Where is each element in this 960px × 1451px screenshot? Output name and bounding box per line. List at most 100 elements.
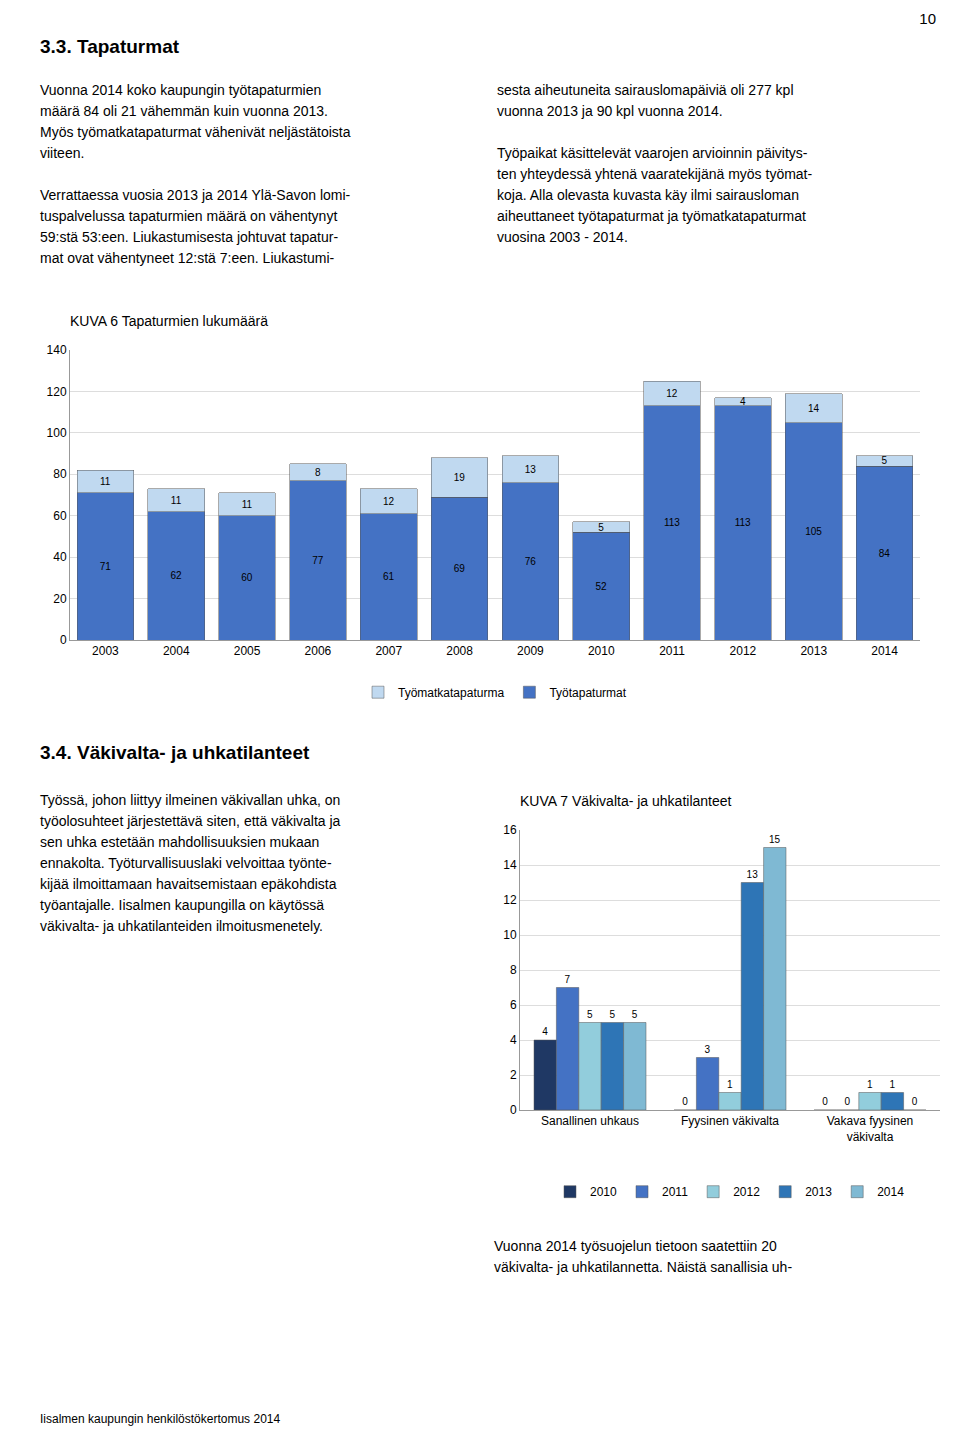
svg-text:0: 0 — [60, 633, 67, 647]
svg-text:2010: 2010 — [590, 1185, 617, 1199]
svg-text:1: 1 — [867, 1079, 873, 1090]
svg-text:Työmatkatapaturma: Työmatkatapaturma — [398, 686, 504, 700]
html-text:viiteen.: viiteen. — [40, 145, 85, 161]
svg-text:4: 4 — [510, 1033, 517, 1047]
svg-text:2004: 2004 — [163, 644, 190, 658]
svg-text:16: 16 — [503, 823, 517, 837]
html-text:määrä 84 oli 21 vähemmän kuin: määrä 84 oli 21 vähemmän kuin vuonna 201… — [40, 103, 328, 119]
svg-text:4: 4 — [740, 396, 746, 407]
html-text:vuosina 2003 - 2014.: vuosina 2003 - 2014. — [497, 229, 628, 245]
svg-text:60: 60 — [53, 509, 67, 523]
svg-text:100: 100 — [47, 426, 67, 440]
svg-text:0: 0 — [682, 1096, 688, 1107]
svg-text:13: 13 — [525, 464, 537, 475]
svg-text:0: 0 — [912, 1096, 918, 1107]
svg-text:Vakava fyysinenväkivalta: Vakava fyysinenväkivalta — [827, 1114, 914, 1144]
svg-text:1: 1 — [727, 1079, 733, 1090]
svg-text:11: 11 — [242, 499, 253, 510]
svg-text:2006: 2006 — [305, 644, 332, 658]
svg-text:0: 0 — [510, 1103, 517, 1117]
svg-text:0: 0 — [845, 1096, 851, 1107]
svg-text:6: 6 — [510, 998, 517, 1012]
svg-text:3: 3 — [705, 1044, 711, 1055]
html-text:Verrattaessa vuosia 2013 ja 20: Verrattaessa vuosia 2013 ja 2014 Ylä-Sav… — [40, 187, 351, 203]
svg-text:2011: 2011 — [659, 644, 685, 658]
html-text:sesta aiheutuneita sairausloma: sesta aiheutuneita sairauslomapäiviä oli… — [497, 82, 794, 98]
html-text:Työssä, johon liittyy ilmeinen: Työssä, johon liittyy ilmeinen väkivalla… — [40, 792, 341, 808]
svg-text:11: 11 — [100, 476, 111, 487]
svg-text:40: 40 — [53, 550, 67, 564]
html-text:työolosuhteet järjestettävä si: työolosuhteet järjestettävä siten, että … — [40, 813, 341, 829]
svg-text:Sanallinen uhkaus: Sanallinen uhkaus — [541, 1114, 639, 1128]
svg-text:60: 60 — [241, 572, 253, 583]
svg-text:12: 12 — [503, 893, 517, 907]
html-text:ten yhteydessä yhtenä vaaratek: ten yhteydessä yhtenä vaaratekijänä myös… — [497, 166, 813, 182]
svg-text:77: 77 — [312, 555, 324, 566]
svg-text:5: 5 — [609, 1009, 615, 1020]
svg-text:2009: 2009 — [517, 644, 544, 658]
svg-text:2007: 2007 — [375, 644, 402, 658]
svg-text:0: 0 — [822, 1096, 828, 1107]
svg-text:2013: 2013 — [805, 1185, 832, 1199]
svg-text:2014: 2014 — [871, 644, 898, 658]
html-text:Työpaikat käsittelevät vaaroje: Työpaikat käsittelevät vaarojen arvioinn… — [497, 145, 808, 161]
svg-text:105: 105 — [805, 526, 822, 537]
svg-text:76: 76 — [525, 556, 537, 567]
svg-text:8: 8 — [510, 963, 517, 977]
svg-text:1: 1 — [889, 1079, 895, 1090]
svg-text:61: 61 — [383, 571, 395, 582]
svg-text:52: 52 — [595, 581, 607, 592]
svg-text:12: 12 — [666, 388, 678, 399]
html-text:tuspalvelussa tapaturmien määr: tuspalvelussa tapaturmien määrä on vähen… — [40, 208, 338, 224]
html-text:Myös työmatkatapaturmat väheni: Myös työmatkatapaturmat vähenivät neljäs… — [40, 124, 351, 140]
svg-text:14: 14 — [503, 858, 517, 872]
svg-text:KUVA 6 Tapaturmien lukumäärä: KUVA 6 Tapaturmien lukumäärä — [70, 313, 268, 329]
svg-text:2005: 2005 — [234, 644, 261, 658]
html-text:mat ovat vähentyneet 12:stä 7:: mat ovat vähentyneet 12:stä 7:een. Liuka… — [40, 250, 335, 266]
svg-text:5: 5 — [587, 1009, 593, 1020]
svg-text:140: 140 — [47, 343, 67, 357]
svg-text:62: 62 — [170, 570, 182, 581]
svg-text:12: 12 — [383, 496, 395, 507]
html-text:10: 10 — [919, 10, 936, 27]
svg-text:113: 113 — [735, 517, 751, 528]
svg-text:19: 19 — [454, 472, 466, 483]
svg-text:11: 11 — [171, 495, 182, 506]
html-text:3.3. Tapaturmat: 3.3. Tapaturmat — [40, 36, 179, 57]
svg-text:120: 120 — [47, 385, 67, 399]
svg-text:113: 113 — [664, 517, 680, 528]
svg-text:71: 71 — [100, 561, 112, 572]
svg-text:2012: 2012 — [730, 644, 757, 658]
svg-text:69: 69 — [454, 563, 466, 574]
svg-text:80: 80 — [53, 467, 67, 481]
svg-text:5: 5 — [882, 455, 888, 466]
svg-text:10: 10 — [503, 928, 517, 942]
svg-text:2013: 2013 — [800, 644, 827, 658]
svg-text:2010: 2010 — [588, 644, 615, 658]
svg-text:KUVA 7 Väkivalta- ja uhkatilan: KUVA 7 Väkivalta- ja uhkatilanteet — [520, 793, 732, 809]
svg-text:5: 5 — [632, 1009, 638, 1020]
html-text:aiheuttaneet työtapaturmat ja: aiheuttaneet työtapaturmat ja työmatkata… — [497, 208, 806, 224]
svg-text:20: 20 — [53, 592, 67, 606]
html-text:59:stä 53:een. Liukastumisesta: 59:stä 53:een. Liukastumisesta johtuvat … — [40, 229, 339, 245]
html-text:vuonna 2013 ja 90 kpl vuonna 2: vuonna 2013 ja 90 kpl vuonna 2014. — [497, 103, 723, 119]
svg-text:15: 15 — [769, 834, 781, 845]
svg-text:4: 4 — [542, 1026, 548, 1037]
html-text:koja. Alla olevasta kuvasta kä: koja. Alla olevasta kuvasta käy ilmi sai… — [497, 187, 799, 203]
svg-text:84: 84 — [879, 548, 891, 559]
svg-text:Fyysinen väkivalta: Fyysinen väkivalta — [681, 1114, 779, 1128]
svg-text:2003: 2003 — [92, 644, 119, 658]
svg-text:7: 7 — [565, 974, 571, 985]
svg-text:13: 13 — [747, 869, 759, 880]
svg-text:8: 8 — [315, 467, 321, 478]
svg-text:Työtapaturmat: Työtapaturmat — [549, 686, 626, 700]
svg-text:2012: 2012 — [733, 1185, 760, 1199]
html-text:3.4. Väkivalta- ja uhkatilante: 3.4. Väkivalta- ja uhkatilanteet — [40, 742, 310, 763]
svg-text:14: 14 — [808, 403, 820, 414]
svg-text:2014: 2014 — [877, 1185, 904, 1199]
svg-text:2008: 2008 — [446, 644, 473, 658]
svg-text:5: 5 — [598, 522, 604, 533]
svg-text:2011: 2011 — [662, 1185, 688, 1199]
html-text:Vuonna 2014 koko kaupungin työ: Vuonna 2014 koko kaupungin työtapaturmie… — [40, 82, 322, 98]
svg-text:2: 2 — [510, 1068, 517, 1082]
